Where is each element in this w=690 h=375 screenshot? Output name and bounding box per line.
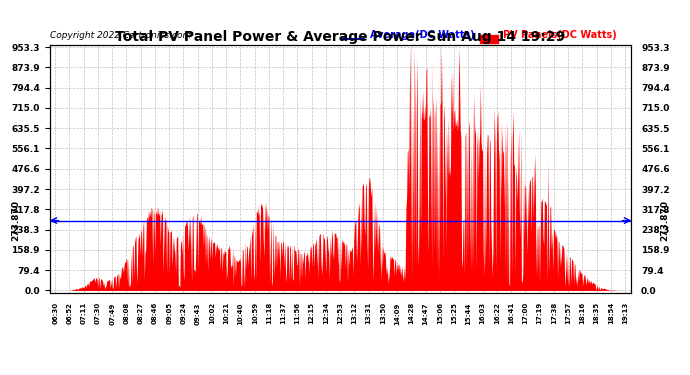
Text: 273.870: 273.870 (660, 200, 669, 241)
Title: Total PV Panel Power & Average Power Sun Aug 14 19:29: Total PV Panel Power & Average Power Sun… (115, 30, 566, 44)
Text: Copyright 2022 Cartronics.com: Copyright 2022 Cartronics.com (50, 31, 191, 40)
Text: 273.870: 273.870 (12, 200, 21, 241)
Text: PV Panels(DC Watts): PV Panels(DC Watts) (504, 30, 617, 40)
Text: Average(DC Watts): Average(DC Watts) (370, 30, 474, 40)
